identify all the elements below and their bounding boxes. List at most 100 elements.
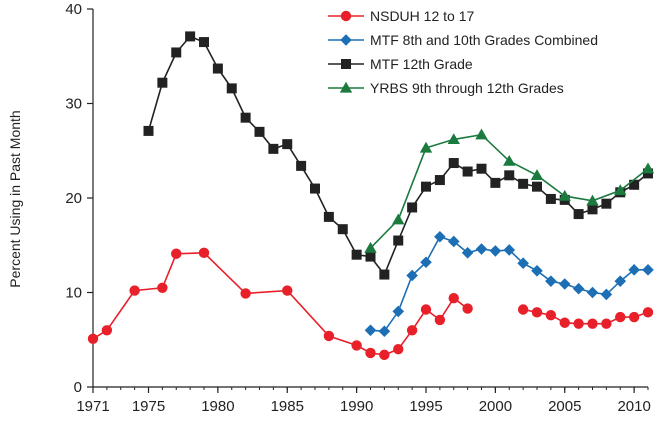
legend-marker: [339, 81, 353, 93]
data-point: [489, 245, 502, 257]
data-point: [282, 139, 293, 150]
series-0: [87, 247, 654, 361]
data-point: [447, 133, 460, 145]
legend-label: YRBS 9th through 12th Grades: [370, 80, 564, 96]
data-point: [87, 333, 99, 345]
legend-label: MTF 12th Grade: [370, 56, 473, 72]
data-point: [337, 224, 348, 235]
data-point: [517, 304, 529, 315]
data-point: [199, 37, 209, 48]
x-tick-label: 2005: [548, 398, 581, 415]
series-line: [369, 133, 649, 249]
data-point: [601, 318, 612, 329]
data-point: [379, 349, 390, 361]
axes: 0 10 20 30 40 1971 1975 1980 1985 1990 1995 2000 200…: [65, 1, 651, 415]
data-point: [364, 324, 377, 337]
data-point: [171, 248, 182, 259]
data-point: [407, 202, 418, 213]
legend: NSDUH 12 to 17 MTF 8th and 10th Grades Co…: [328, 4, 598, 100]
x-tick-label: 1985: [271, 398, 304, 415]
series-layer: [87, 31, 655, 361]
data-point: [254, 126, 265, 137]
data-point: [447, 235, 460, 248]
data-point: [392, 305, 405, 318]
data-point: [268, 143, 279, 154]
data-point: [406, 325, 418, 336]
data-point: [462, 166, 473, 177]
series-1: [364, 230, 654, 338]
data-point: [530, 169, 544, 180]
y-tick-label: 30: [65, 96, 82, 113]
data-point: [448, 158, 459, 169]
data-point: [185, 31, 196, 42]
data-point: [393, 235, 404, 246]
data-point: [558, 278, 571, 290]
data-point: [531, 307, 543, 318]
x-tick-label: 2010: [617, 398, 650, 415]
data-point: [240, 112, 251, 123]
data-point: [517, 257, 529, 270]
legend-marker: [340, 34, 352, 46]
x-tick-label: 1980: [201, 398, 234, 415]
data-point: [490, 177, 501, 188]
data-point: [629, 179, 640, 190]
data-point: [586, 286, 599, 299]
series-line: [92, 251, 469, 356]
legend-swatch: [328, 10, 364, 22]
data-point: [475, 243, 488, 255]
data-point: [573, 318, 584, 329]
legend-item: YRBS 9th through 12th Grades: [328, 76, 598, 100]
data-point: [504, 170, 515, 181]
data-point: [476, 163, 487, 174]
data-point: [157, 282, 168, 293]
data-point: [642, 264, 654, 276]
data-point: [379, 269, 390, 280]
data-point: [420, 256, 432, 269]
data-point: [392, 213, 405, 225]
legend-marker: [340, 10, 352, 22]
data-point: [171, 47, 182, 58]
data-point: [518, 178, 529, 189]
data-point: [421, 181, 431, 192]
x-tick-label: 2000: [479, 398, 512, 415]
data-point: [615, 311, 626, 323]
x-tick-label: 1990: [340, 398, 373, 415]
data-point: [628, 264, 640, 276]
data-point: [240, 288, 251, 299]
y-tick-label: 0: [74, 379, 82, 396]
data-point: [461, 247, 474, 259]
legend-item: NSDUH 12 to 17: [328, 4, 598, 28]
data-point: [393, 344, 404, 355]
data-point: [310, 183, 320, 194]
legend-swatch: [328, 81, 364, 93]
data-point: [628, 311, 640, 323]
data-point: [587, 204, 598, 215]
data-point: [434, 230, 446, 243]
data-point: [545, 309, 557, 321]
data-point: [198, 247, 210, 259]
data-point: [600, 288, 613, 301]
legend-label: NSDUH 12 to 17: [370, 8, 475, 24]
data-point: [545, 275, 557, 287]
data-point: [157, 77, 168, 88]
data-point: [586, 194, 599, 206]
data-point: [642, 307, 654, 318]
data-point: [614, 275, 627, 287]
data-point: [531, 264, 543, 277]
data-point: [364, 241, 377, 253]
legend-swatch: [328, 34, 364, 46]
data-point: [365, 347, 376, 359]
y-tick-label: 10: [65, 285, 82, 302]
data-point: [545, 193, 556, 204]
x-tick-label: 1975: [132, 398, 165, 415]
series-line: [522, 308, 649, 325]
legend-item: MTF 8th and 10th Grades Combined: [328, 28, 598, 52]
data-point: [643, 168, 653, 179]
data-point: [419, 141, 433, 153]
data-point: [212, 63, 223, 74]
data-point: [559, 317, 570, 328]
data-point: [641, 162, 655, 174]
data-point: [587, 318, 598, 329]
data-point: [351, 249, 362, 260]
